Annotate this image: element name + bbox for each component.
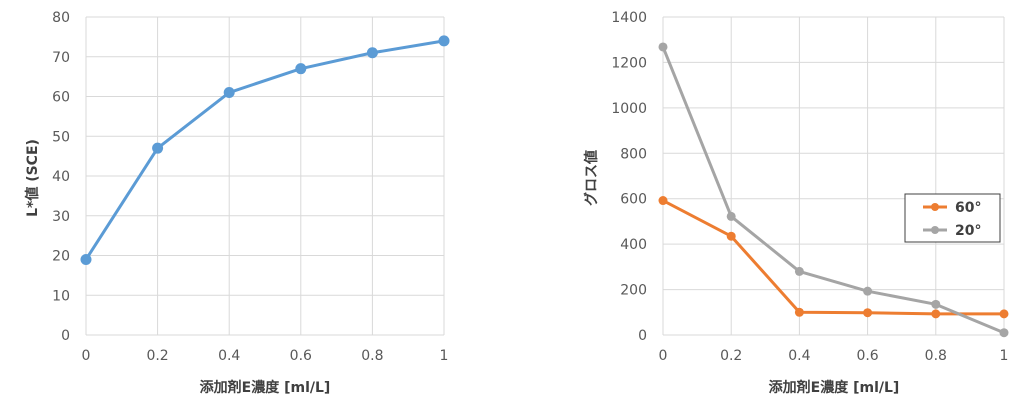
y-tick-label: 40: [52, 169, 70, 185]
data-point: [223, 87, 235, 99]
y-axis-label: グロス値: [583, 150, 600, 206]
y-tick-label: 60: [52, 90, 70, 106]
data-point: [152, 142, 164, 154]
x-tick-label: 1: [440, 348, 449, 364]
x-tick-label: 0.6: [290, 348, 312, 364]
data-point: [366, 47, 378, 59]
x-tick-label: 0.8: [925, 348, 947, 364]
data-point: [80, 253, 92, 265]
y-tick-label: 1400: [611, 10, 647, 26]
x-tick-label: 0: [82, 348, 91, 364]
data-point: [931, 299, 941, 309]
y-tick-label: 30: [52, 209, 70, 225]
x-tick-label: 0.2: [720, 348, 742, 364]
data-point: [726, 231, 736, 241]
data-point: [726, 211, 736, 221]
data-point: [863, 308, 873, 318]
y-tick-label: 20: [52, 249, 70, 265]
legend-swatch-marker: [931, 203, 939, 211]
series-line: [84, 39, 445, 261]
series-line: [662, 199, 1004, 316]
y-tick-label: 0: [61, 328, 70, 344]
y-tick-label: 1200: [611, 55, 647, 71]
data-point: [999, 309, 1009, 319]
data-point: [931, 309, 941, 319]
y-tick-label: 70: [52, 50, 70, 66]
data-point: [658, 196, 668, 206]
x-tick-label: 0.4: [788, 348, 810, 364]
data-point: [794, 307, 804, 317]
x-tick-label: 0.2: [146, 348, 168, 364]
series-line: [661, 46, 1005, 335]
y-tick-label: 600: [620, 192, 647, 208]
x-tick-label: 0.6: [856, 348, 878, 364]
x-axis-label: 添加剤E濃度 [ml/L]: [769, 379, 900, 396]
y-tick-label: 800: [620, 146, 647, 162]
legend-box: [904, 193, 1001, 243]
y-tick-label: 10: [52, 288, 70, 304]
x-tick-label: 0.4: [218, 348, 240, 364]
data-point: [863, 286, 873, 296]
data-point: [658, 42, 668, 52]
data-point: [999, 328, 1009, 338]
x-axis-label: 添加剤E濃度 [ml/L]: [200, 379, 331, 396]
data-point: [794, 266, 804, 276]
legend-label: 60°: [955, 200, 981, 216]
legend: 60° 20°: [904, 193, 1001, 243]
y-tick-label: 400: [620, 237, 647, 253]
x-tick-label: 0.8: [361, 348, 383, 364]
y-tick-label: 1000: [611, 101, 647, 117]
y-tick-label: 50: [52, 129, 70, 145]
legend-swatch-marker: [931, 226, 939, 234]
y-tick-label: 0: [638, 328, 647, 344]
y-tick-label: 80: [52, 10, 70, 26]
data-point: [295, 63, 307, 75]
y-tick-label: 200: [620, 283, 647, 299]
legend-label: 20°: [955, 223, 981, 239]
x-tick-label: 1: [1000, 348, 1009, 364]
x-tick-label: 0: [659, 348, 668, 364]
data-point: [438, 35, 450, 47]
y-axis-label: L*値 (SCE): [24, 139, 41, 217]
